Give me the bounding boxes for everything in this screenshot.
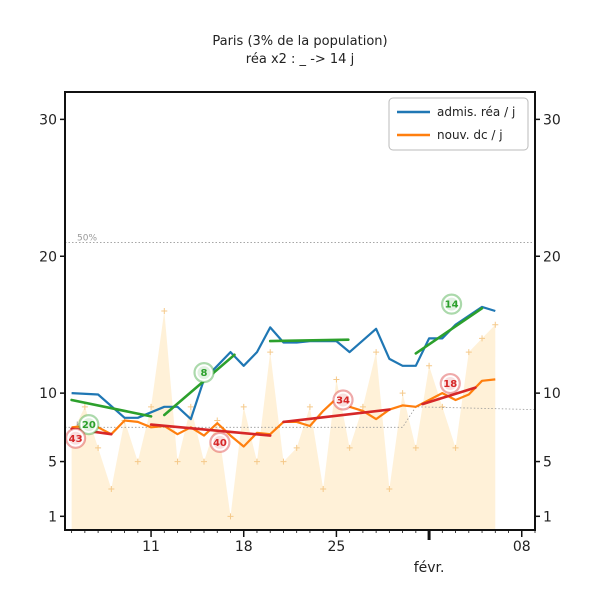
noise-area — [71, 311, 496, 530]
y-tick-label-left: 1 — [48, 509, 57, 525]
x-tick-label: 18 — [235, 539, 253, 555]
trend-line-admis — [414, 306, 484, 355]
noise-marker — [479, 335, 486, 342]
chart-title: Paris (3% de la population) — [212, 34, 387, 49]
y-tick-label-left: 20 — [39, 249, 57, 265]
trend-line-deces — [421, 386, 477, 406]
legend-label-deces: nouv. dc / j — [437, 128, 503, 142]
noise-marker — [386, 485, 393, 492]
noise-background — [68, 308, 499, 530]
doubling-badge-ring — [78, 414, 100, 436]
noise-marker — [227, 513, 234, 520]
noise-marker — [161, 308, 168, 314]
trend-line-deces — [282, 408, 391, 424]
doubling-badge-ring — [439, 372, 461, 395]
plot-frame — [64, 91, 536, 531]
trend-line-deces — [149, 423, 272, 437]
doubling-badge-label: 14 — [445, 300, 459, 311]
doubling-badge-fill — [443, 377, 457, 391]
noise-marker — [174, 458, 181, 465]
trend-line-admis — [70, 398, 153, 418]
noise-marker — [201, 458, 208, 465]
doubling-badge-label: 20 — [82, 420, 96, 431]
noise-marker — [253, 458, 260, 465]
x-tick-label: 11 — [142, 539, 160, 555]
trend-line-admis — [268, 338, 350, 343]
doubling-badge-fill — [197, 366, 211, 380]
y-tick-label-right: 1 — [543, 509, 552, 525]
doubling-badges: 20 8 14 43 40 34 18 — [64, 293, 463, 453]
doubling-badge-ring — [193, 361, 215, 384]
doubling-badge-ring — [209, 431, 231, 453]
reference-line-label: 50% — [77, 234, 97, 244]
doubling-badge-fill — [69, 431, 83, 445]
noise-marker — [399, 390, 406, 397]
noise-marker — [346, 444, 353, 451]
noise-line — [65, 406, 536, 428]
noise-marker — [359, 403, 366, 410]
doubling-badge-label: 18 — [443, 379, 457, 390]
y-tick-label-left: 5 — [48, 455, 57, 471]
doubling-badge-fill — [213, 435, 227, 449]
x-month-label: févr. — [414, 560, 445, 576]
y-axis: 1 1 5 5 10 10 20 20 30 30 — [39, 112, 561, 525]
doubling-badge-fill — [82, 418, 96, 432]
noise-marker — [134, 458, 141, 465]
doubling-badge-ring — [332, 389, 354, 411]
trend-line-admis — [163, 353, 236, 417]
x-tick-label: 08 — [513, 539, 531, 555]
x-tick-label: 25 — [327, 539, 345, 555]
noise-marker — [148, 403, 155, 410]
noise-marker — [293, 444, 300, 451]
chart-subtitle: réa x2 : _ -> 14 j — [246, 52, 354, 67]
y-tick-label-right: 20 — [543, 249, 561, 265]
legend: admis. réa / j nouv. dc / j — [388, 97, 529, 151]
y-tick-label-left: 10 — [39, 386, 57, 402]
noise-marker — [187, 403, 194, 410]
doubling-badge-ring — [440, 293, 463, 315]
noise-marker — [81, 403, 88, 410]
doubling-badge-fill — [336, 393, 350, 407]
noise-marker — [439, 403, 446, 410]
noise-marker — [95, 444, 102, 451]
noise-marker — [333, 376, 340, 383]
noise-marker — [108, 485, 115, 492]
noise-marker — [492, 321, 499, 328]
y-tick-label-right: 5 — [543, 455, 552, 471]
doubling-badge-label: 8 — [201, 368, 208, 379]
noise-marker — [452, 444, 459, 451]
doubling-badge-fill — [445, 297, 459, 311]
noise-marker — [240, 403, 247, 410]
doubling-badge-label: 34 — [336, 395, 350, 406]
noise-marker — [306, 403, 313, 410]
noise-marker — [426, 362, 433, 369]
noise-marker — [320, 485, 327, 492]
doubling-badge-label: 43 — [69, 434, 83, 445]
y-tick-label-right: 10 — [543, 386, 561, 402]
noise-marker — [267, 349, 274, 356]
y-tick-label-right: 30 — [543, 112, 561, 128]
noise-marker — [465, 349, 472, 356]
legend-label-admis: admis. réa / j — [437, 105, 515, 119]
noise-marker — [373, 349, 380, 356]
doubling-badge-label: 40 — [213, 438, 227, 449]
noise-marker — [280, 458, 287, 465]
noise-marker — [412, 444, 419, 451]
doubling-badge-ring — [64, 427, 87, 449]
y-tick-label-left: 30 — [39, 112, 57, 128]
x-axis: 11 18 25 08 févr. — [71, 530, 536, 576]
